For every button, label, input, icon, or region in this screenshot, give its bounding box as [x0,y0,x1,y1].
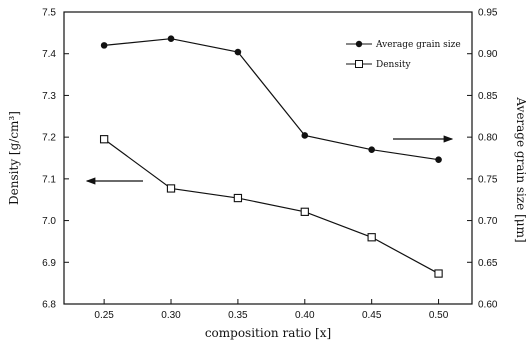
legend: Average grain size Density [346,40,461,70]
x-tick-label: 0.35 [228,310,248,321]
legend-grain-label: Average grain size [375,40,461,50]
series-layer [99,35,443,278]
data-point-density [99,135,109,144]
right-axis-title: Average grain size [μm] [514,96,528,242]
left-tick-label: 7.2 [42,133,56,144]
right-tick-label: 0.70 [478,216,498,227]
data-point-grain-size [100,42,108,49]
left-tick-label: 6.9 [42,258,56,269]
left-tick-label: 7.5 [42,8,56,19]
data-point-grain-size [167,35,175,42]
data-point-grain-size [435,156,442,163]
left-tick-label: 7.3 [42,91,56,102]
data-point-grain-size [368,146,375,153]
left-tick-label: 6.8 [42,300,56,311]
left-axis-ticks: 6.8 6.9 7.0 7.1 7.2 7.3 7.4 7.5 [42,8,69,311]
right-tick-label: 0.95 [478,8,498,19]
x-tick-label: 0.40 [295,310,315,321]
right-tick-label: 0.65 [478,258,498,269]
x-tick-label: 0.50 [429,310,449,321]
data-point-grain-size [234,48,242,56]
left-tick-label: 7.4 [42,49,56,60]
series-line-density [103,138,439,275]
right-tick-label: 0.90 [478,49,498,60]
right-tick-label: 0.60 [478,300,498,311]
x-axis-ticks: 0.25 0.30 0.35 0.40 0.45 0.50 [94,299,449,321]
data-point-density [166,184,176,193]
legend-density-marker [355,60,363,68]
left-tick-label: 7.0 [42,216,56,227]
right-tick-label: 0.85 [478,91,498,102]
data-point-density [300,207,309,216]
x-axis-title: composition ratio [x] [205,326,331,340]
data-point-grain-size [301,132,309,139]
data-point-density [367,233,376,242]
x-tick-label: 0.25 [94,310,114,321]
series-line-grain-size [104,38,439,161]
right-axis-ticks: 0.60 0.65 0.70 0.75 0.80 0.85 0.90 0.95 [467,8,498,311]
right-tick-label: 0.75 [478,174,498,185]
data-point-density [434,269,443,278]
x-tick-label: 0.45 [362,310,382,321]
left-tick-label: 7.1 [42,174,56,185]
x-tick-label: 0.30 [161,310,181,321]
plot-frame [63,11,473,305]
legend-density-label: Density [376,60,411,70]
right-tick-label: 0.80 [478,133,498,144]
data-point-density [233,193,243,203]
legend-grain-marker [355,40,363,48]
left-axis-title: Density [g/cm³] [7,111,21,205]
